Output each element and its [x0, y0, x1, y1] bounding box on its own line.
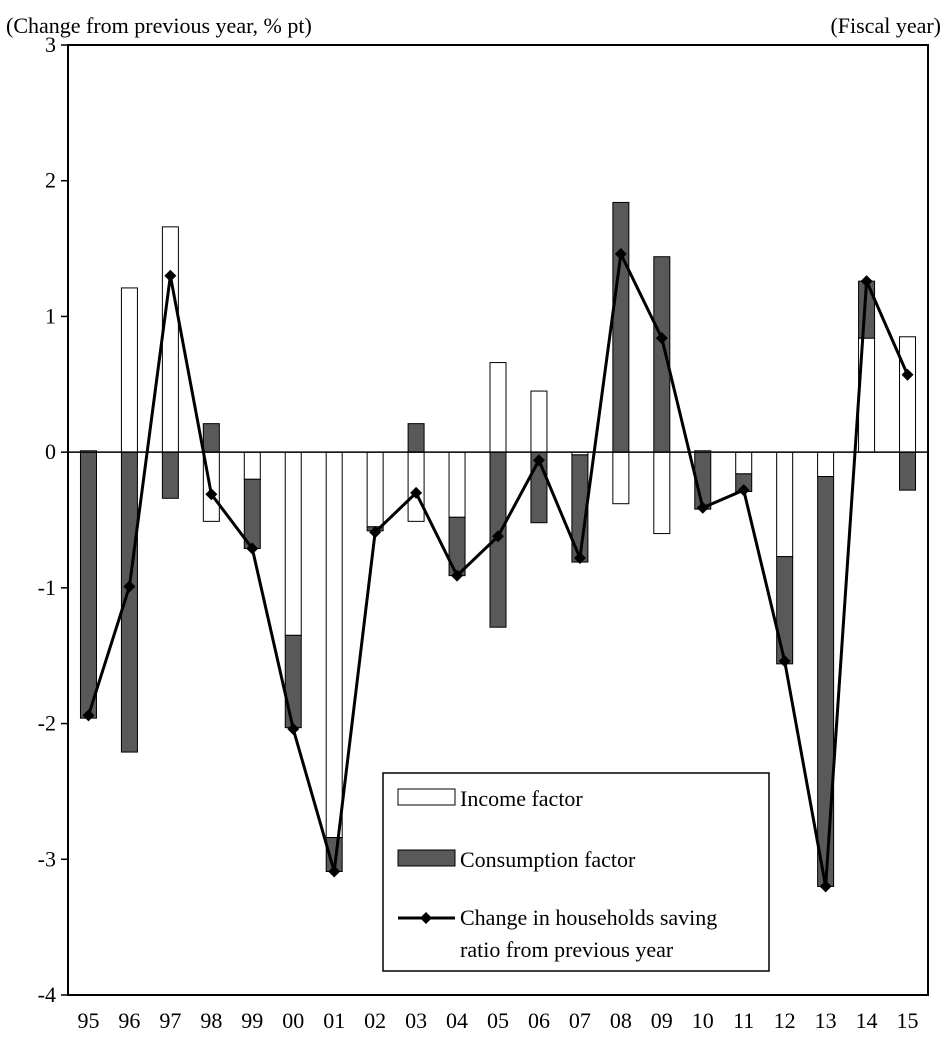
- bar-income: [407, 451, 425, 522]
- line-point: [328, 865, 341, 878]
- legend-label-income: Income factor: [460, 786, 583, 811]
- y-tick-label: -4: [38, 982, 56, 1007]
- y-tick-label: 0: [45, 439, 56, 464]
- x-tick-label: 08: [610, 1008, 632, 1033]
- bar-income: [817, 451, 835, 478]
- line-point: [614, 248, 627, 260]
- bar-income: [448, 451, 466, 518]
- bar-income: [161, 226, 179, 453]
- line-point: [369, 526, 382, 539]
- bar-income: [735, 451, 753, 475]
- x-tick-label: 06: [528, 1008, 550, 1033]
- y-tick-label: 3: [45, 32, 56, 57]
- bar-income: [653, 451, 671, 535]
- line-point: [246, 542, 259, 555]
- x-tick-label: 05: [487, 1008, 509, 1033]
- legend-label-consumption: Consumption factor: [460, 847, 636, 872]
- line-point: [123, 580, 136, 593]
- y-tick-label: -3: [38, 846, 56, 871]
- bar-consumption: [407, 423, 425, 453]
- bar-income: [612, 451, 630, 505]
- bar-consumption: [202, 423, 220, 453]
- bar-income: [489, 362, 507, 453]
- line-point: [410, 486, 423, 499]
- x-tick-label: 14: [856, 1008, 878, 1033]
- bar-income: [284, 451, 302, 636]
- plot-frame: [67, 44, 929, 996]
- bar-consumption: [899, 451, 917, 491]
- bar-consumption: [776, 556, 794, 665]
- line-point: [737, 484, 750, 497]
- line-point: [287, 723, 300, 735]
- line-point: [164, 269, 177, 282]
- x-tick-label: 02: [364, 1008, 386, 1033]
- bar-income: [243, 451, 261, 480]
- x-axis-title: (Fiscal year): [830, 13, 941, 38]
- x-tick-label: 04: [446, 1008, 468, 1033]
- line-point: [82, 709, 95, 722]
- bar-income: [530, 390, 548, 453]
- line-point: [696, 501, 709, 514]
- line-point: [778, 655, 791, 668]
- y-tick-label: -1: [38, 575, 56, 600]
- legend-swatch-consumption: [397, 849, 456, 867]
- bar-income: [120, 287, 138, 453]
- x-tick-label: 01: [323, 1008, 345, 1033]
- legend-label-line: Change in households saving: [460, 905, 717, 930]
- y-tick-label: 1: [45, 303, 56, 328]
- x-tick-label: 97: [159, 1008, 181, 1033]
- bar-income: [325, 451, 343, 839]
- bar-consumption: [284, 634, 302, 729]
- x-tick-label: 11: [733, 1008, 754, 1033]
- line-point: [532, 454, 545, 467]
- legend-swatch-diamond: [420, 912, 432, 924]
- y-tick-label: -2: [38, 711, 56, 736]
- line-point: [860, 275, 873, 288]
- y-tick-label: 2: [45, 168, 56, 193]
- line-point: [573, 552, 586, 564]
- bar-consumption: [161, 451, 179, 499]
- x-tick-label: 15: [897, 1008, 919, 1033]
- line-point: [205, 488, 218, 501]
- x-tick-label: 09: [651, 1008, 673, 1033]
- line-point: [492, 530, 504, 543]
- y-axis-title: (Change from previous year, % pt): [6, 13, 312, 38]
- legend-swatch-income: [397, 788, 456, 806]
- line-point: [451, 569, 464, 582]
- bar-income: [899, 336, 917, 453]
- legend: Income factor Consumption factor Change in…: [382, 772, 770, 972]
- bar-income: [776, 451, 794, 558]
- line-point: [901, 368, 914, 381]
- x-tick-label: 98: [200, 1008, 222, 1033]
- x-tick-label: 12: [774, 1008, 796, 1033]
- x-tick-label: 07: [569, 1008, 591, 1033]
- x-tick-label: 13: [815, 1008, 837, 1033]
- line-point: [655, 332, 668, 345]
- x-tick-label: 03: [405, 1008, 427, 1033]
- x-tick-label: 99: [241, 1008, 263, 1033]
- x-tick-label: 00: [282, 1008, 304, 1033]
- x-tick-label: 96: [118, 1008, 140, 1033]
- bar-income: [366, 451, 384, 528]
- legend-box: [382, 772, 770, 972]
- bar-consumption: [243, 478, 261, 549]
- bar-consumption: [612, 201, 630, 453]
- x-tick-label: 10: [692, 1008, 714, 1033]
- x-tick-label: 95: [77, 1008, 99, 1033]
- bar-consumption: [653, 256, 671, 453]
- legend-label-line-cont: ratio from previous year: [460, 937, 674, 962]
- bar-consumption: [79, 451, 97, 719]
- line-point: [819, 880, 832, 893]
